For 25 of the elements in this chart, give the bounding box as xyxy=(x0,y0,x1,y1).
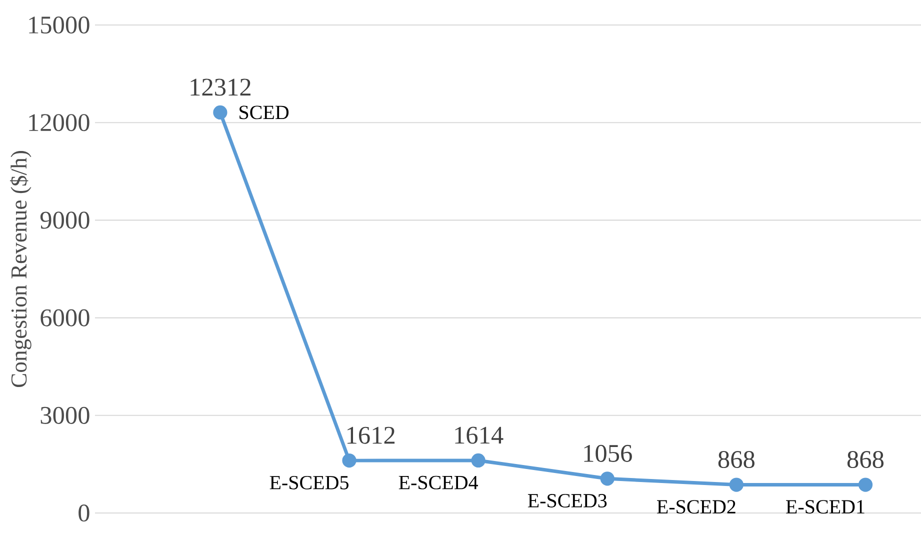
point xyxy=(471,453,486,468)
annotation: E-SCED3 xyxy=(528,494,607,508)
y-tick-label: 3000 xyxy=(40,406,90,424)
y-tick-label: 9000 xyxy=(40,212,90,229)
annotation: E-SCED2 xyxy=(657,500,736,514)
annotation: E-SCED4 xyxy=(398,476,478,490)
point xyxy=(213,105,228,120)
y-tick-label: 15000 xyxy=(29,16,90,34)
y-tick-label: 0 xyxy=(78,504,90,522)
point xyxy=(600,472,614,486)
data-label: 12312 xyxy=(190,78,250,96)
y-axis-title: Congestion Revenue ($/h) xyxy=(10,151,32,388)
data-label: 1614 xyxy=(455,426,504,444)
data-label: 868 xyxy=(718,450,754,468)
data-label: 868 xyxy=(847,450,884,468)
data-label: 1056 xyxy=(584,444,632,462)
y-tick-label: 12000 xyxy=(29,114,90,132)
y-tick-label: 6000 xyxy=(40,309,90,326)
annotation: E-SCED1 xyxy=(786,500,864,514)
point xyxy=(858,478,873,492)
data-label: 1612 xyxy=(347,426,395,444)
annotation: SCED xyxy=(240,106,289,120)
point xyxy=(729,478,744,492)
point xyxy=(342,453,356,468)
annotation: E-SCED5 xyxy=(270,476,348,490)
